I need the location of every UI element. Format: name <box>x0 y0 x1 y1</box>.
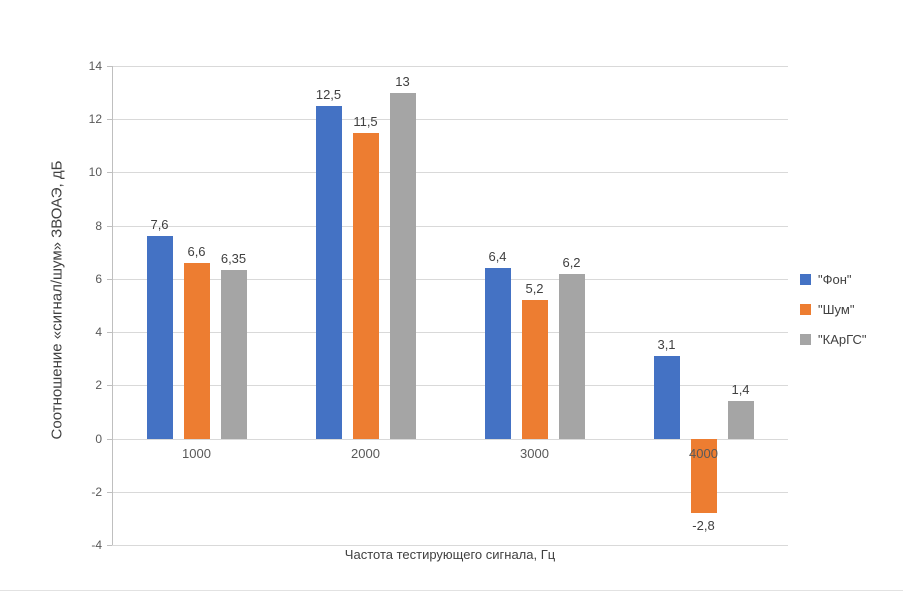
gridline <box>112 385 788 387</box>
gridline <box>112 332 788 334</box>
bar <box>315 105 342 439</box>
bar-value-label: 13 <box>395 73 410 89</box>
gridline <box>112 225 788 227</box>
legend-label: "Шум" <box>818 302 855 317</box>
gridline <box>112 119 788 121</box>
legend-swatch <box>800 304 811 315</box>
bar <box>653 356 680 439</box>
bar <box>146 236 173 439</box>
y-tick-mark <box>107 66 112 67</box>
bar <box>521 300 548 439</box>
y-tick-label: 8 <box>95 218 102 233</box>
gridline <box>112 491 788 493</box>
y-tick-mark <box>107 332 112 334</box>
bar <box>220 269 247 439</box>
bar-value-label: 6,6 <box>187 243 206 259</box>
bar <box>183 262 210 439</box>
x-category-label: 1000 <box>182 445 211 461</box>
bar-value-label: 7,6 <box>150 217 169 233</box>
bar-value-label: 5,2 <box>525 281 544 297</box>
bar-value-label: 1,4 <box>731 382 750 398</box>
legend: "Фон" "Шум" "КАрГС" <box>800 272 867 362</box>
gridline <box>112 438 788 440</box>
legend-item: "Фон" <box>800 272 867 287</box>
bar-value-label: 6,2 <box>562 254 581 270</box>
x-category-label: 2000 <box>351 445 380 461</box>
gridline <box>112 172 788 174</box>
y-tick-label: -2 <box>91 484 102 499</box>
x-axis-title: Частота тестирующего сигнала, Гц <box>344 547 556 562</box>
bar <box>727 401 754 439</box>
legend-item: "Шум" <box>800 302 867 317</box>
legend-label: "Фон" <box>818 272 852 287</box>
legend-swatch <box>800 274 811 285</box>
gridline <box>112 278 788 280</box>
bar-value-label: 3,1 <box>657 337 676 353</box>
bar <box>389 92 416 439</box>
y-tick-mark <box>107 385 112 387</box>
bar-value-label: 6,4 <box>488 249 507 265</box>
legend-label: "КАрГС" <box>818 332 867 347</box>
x-category-label: 4000 <box>689 445 718 461</box>
plot-area: 14 12 10 8 6 4 2 0 -2 -4 1000 7,6 6,6 6,35 2000 12,5 11,… <box>89 59 788 552</box>
y-tick-label: 10 <box>88 165 102 180</box>
y-tick-mark <box>107 278 112 280</box>
bar-value-label: 11,5 <box>353 113 378 129</box>
bar <box>690 438 717 514</box>
y-tick-label: 2 <box>95 378 102 393</box>
bar <box>352 132 379 439</box>
x-category-label: 3000 <box>520 445 549 461</box>
bar-value-label: 12,5 <box>315 86 342 102</box>
y-tick-label: 0 <box>95 431 102 446</box>
gridline <box>112 66 788 67</box>
bar-value-label: 6,35 <box>220 250 247 266</box>
y-axis-line <box>112 66 113 545</box>
y-tick-mark <box>107 225 112 227</box>
y-tick-label: -4 <box>91 538 102 552</box>
y-tick-label: 12 <box>88 112 102 127</box>
y-tick-label: 14 <box>88 59 102 73</box>
y-tick-mark <box>107 119 112 121</box>
bar <box>558 273 585 439</box>
y-tick-mark <box>107 545 112 546</box>
bar <box>484 268 511 439</box>
y-tick-mark <box>107 438 112 440</box>
y-axis-title: Соотношение «сигнал/шум» ЗВОАЭ, дБ <box>48 160 66 440</box>
y-tick-mark <box>107 172 112 174</box>
y-tick-label: 4 <box>95 325 102 340</box>
bottom-divider <box>0 590 903 591</box>
bar-value-label: -2,8 <box>692 518 715 534</box>
legend-swatch <box>800 334 811 345</box>
legend-item: "КАрГС" <box>800 332 867 347</box>
y-tick-label: 6 <box>95 271 102 286</box>
gridline <box>112 545 788 546</box>
y-tick-mark <box>107 491 112 493</box>
